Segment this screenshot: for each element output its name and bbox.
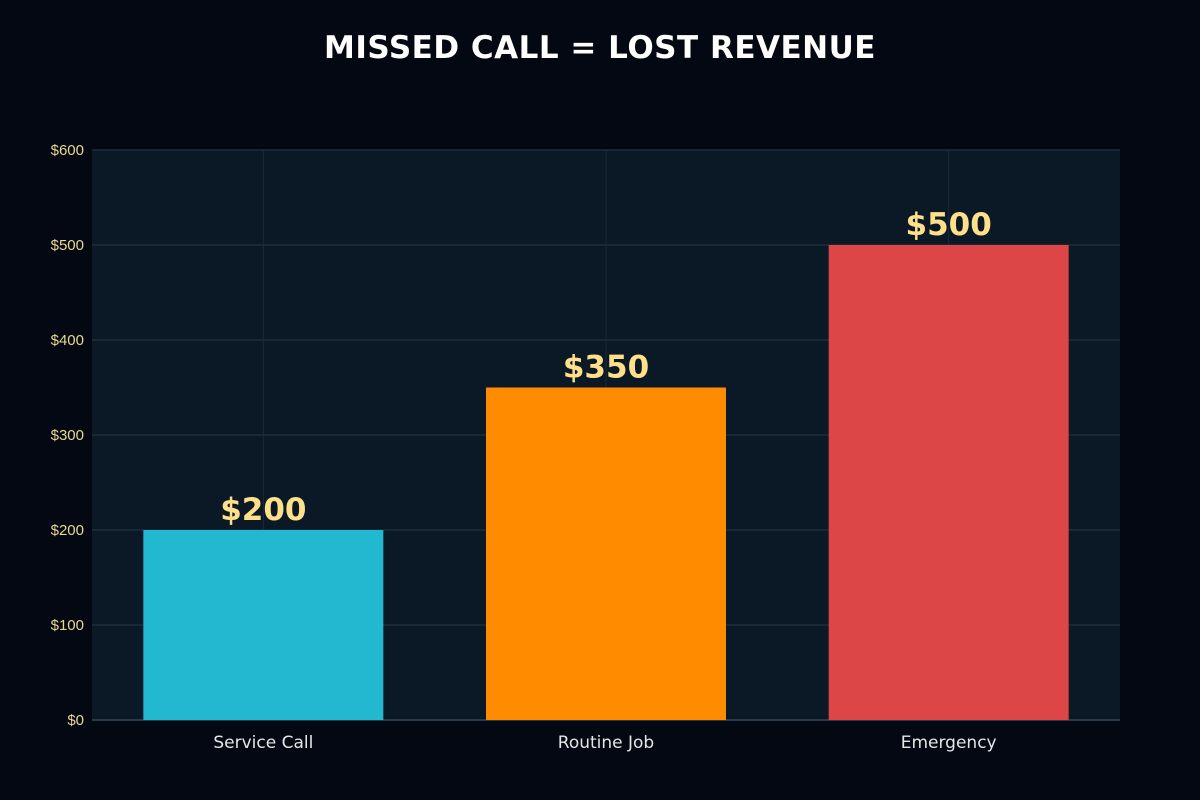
y-tick-label: $100 bbox=[51, 617, 84, 634]
y-tick-label: $600 bbox=[51, 142, 84, 159]
chart-title: MISSED CALL = LOST REVENUE bbox=[324, 30, 876, 66]
y-tick-label: $0 bbox=[67, 712, 84, 729]
x-tick-label: Routine Job bbox=[558, 733, 654, 753]
y-tick-label: $200 bbox=[51, 522, 84, 539]
data-label: $500 bbox=[906, 207, 992, 243]
bar-service-call bbox=[143, 530, 384, 720]
bar-routine-job bbox=[486, 387, 726, 720]
y-tick-label: $400 bbox=[51, 332, 84, 349]
y-tick-label: $300 bbox=[51, 427, 84, 444]
bar-emergency bbox=[828, 245, 1069, 720]
data-label: $200 bbox=[220, 492, 306, 528]
y-tick-label: $500 bbox=[51, 237, 84, 254]
x-tick-label: Emergency bbox=[901, 733, 997, 753]
data-label: $350 bbox=[563, 350, 649, 386]
x-tick-label: Service Call bbox=[213, 733, 313, 753]
